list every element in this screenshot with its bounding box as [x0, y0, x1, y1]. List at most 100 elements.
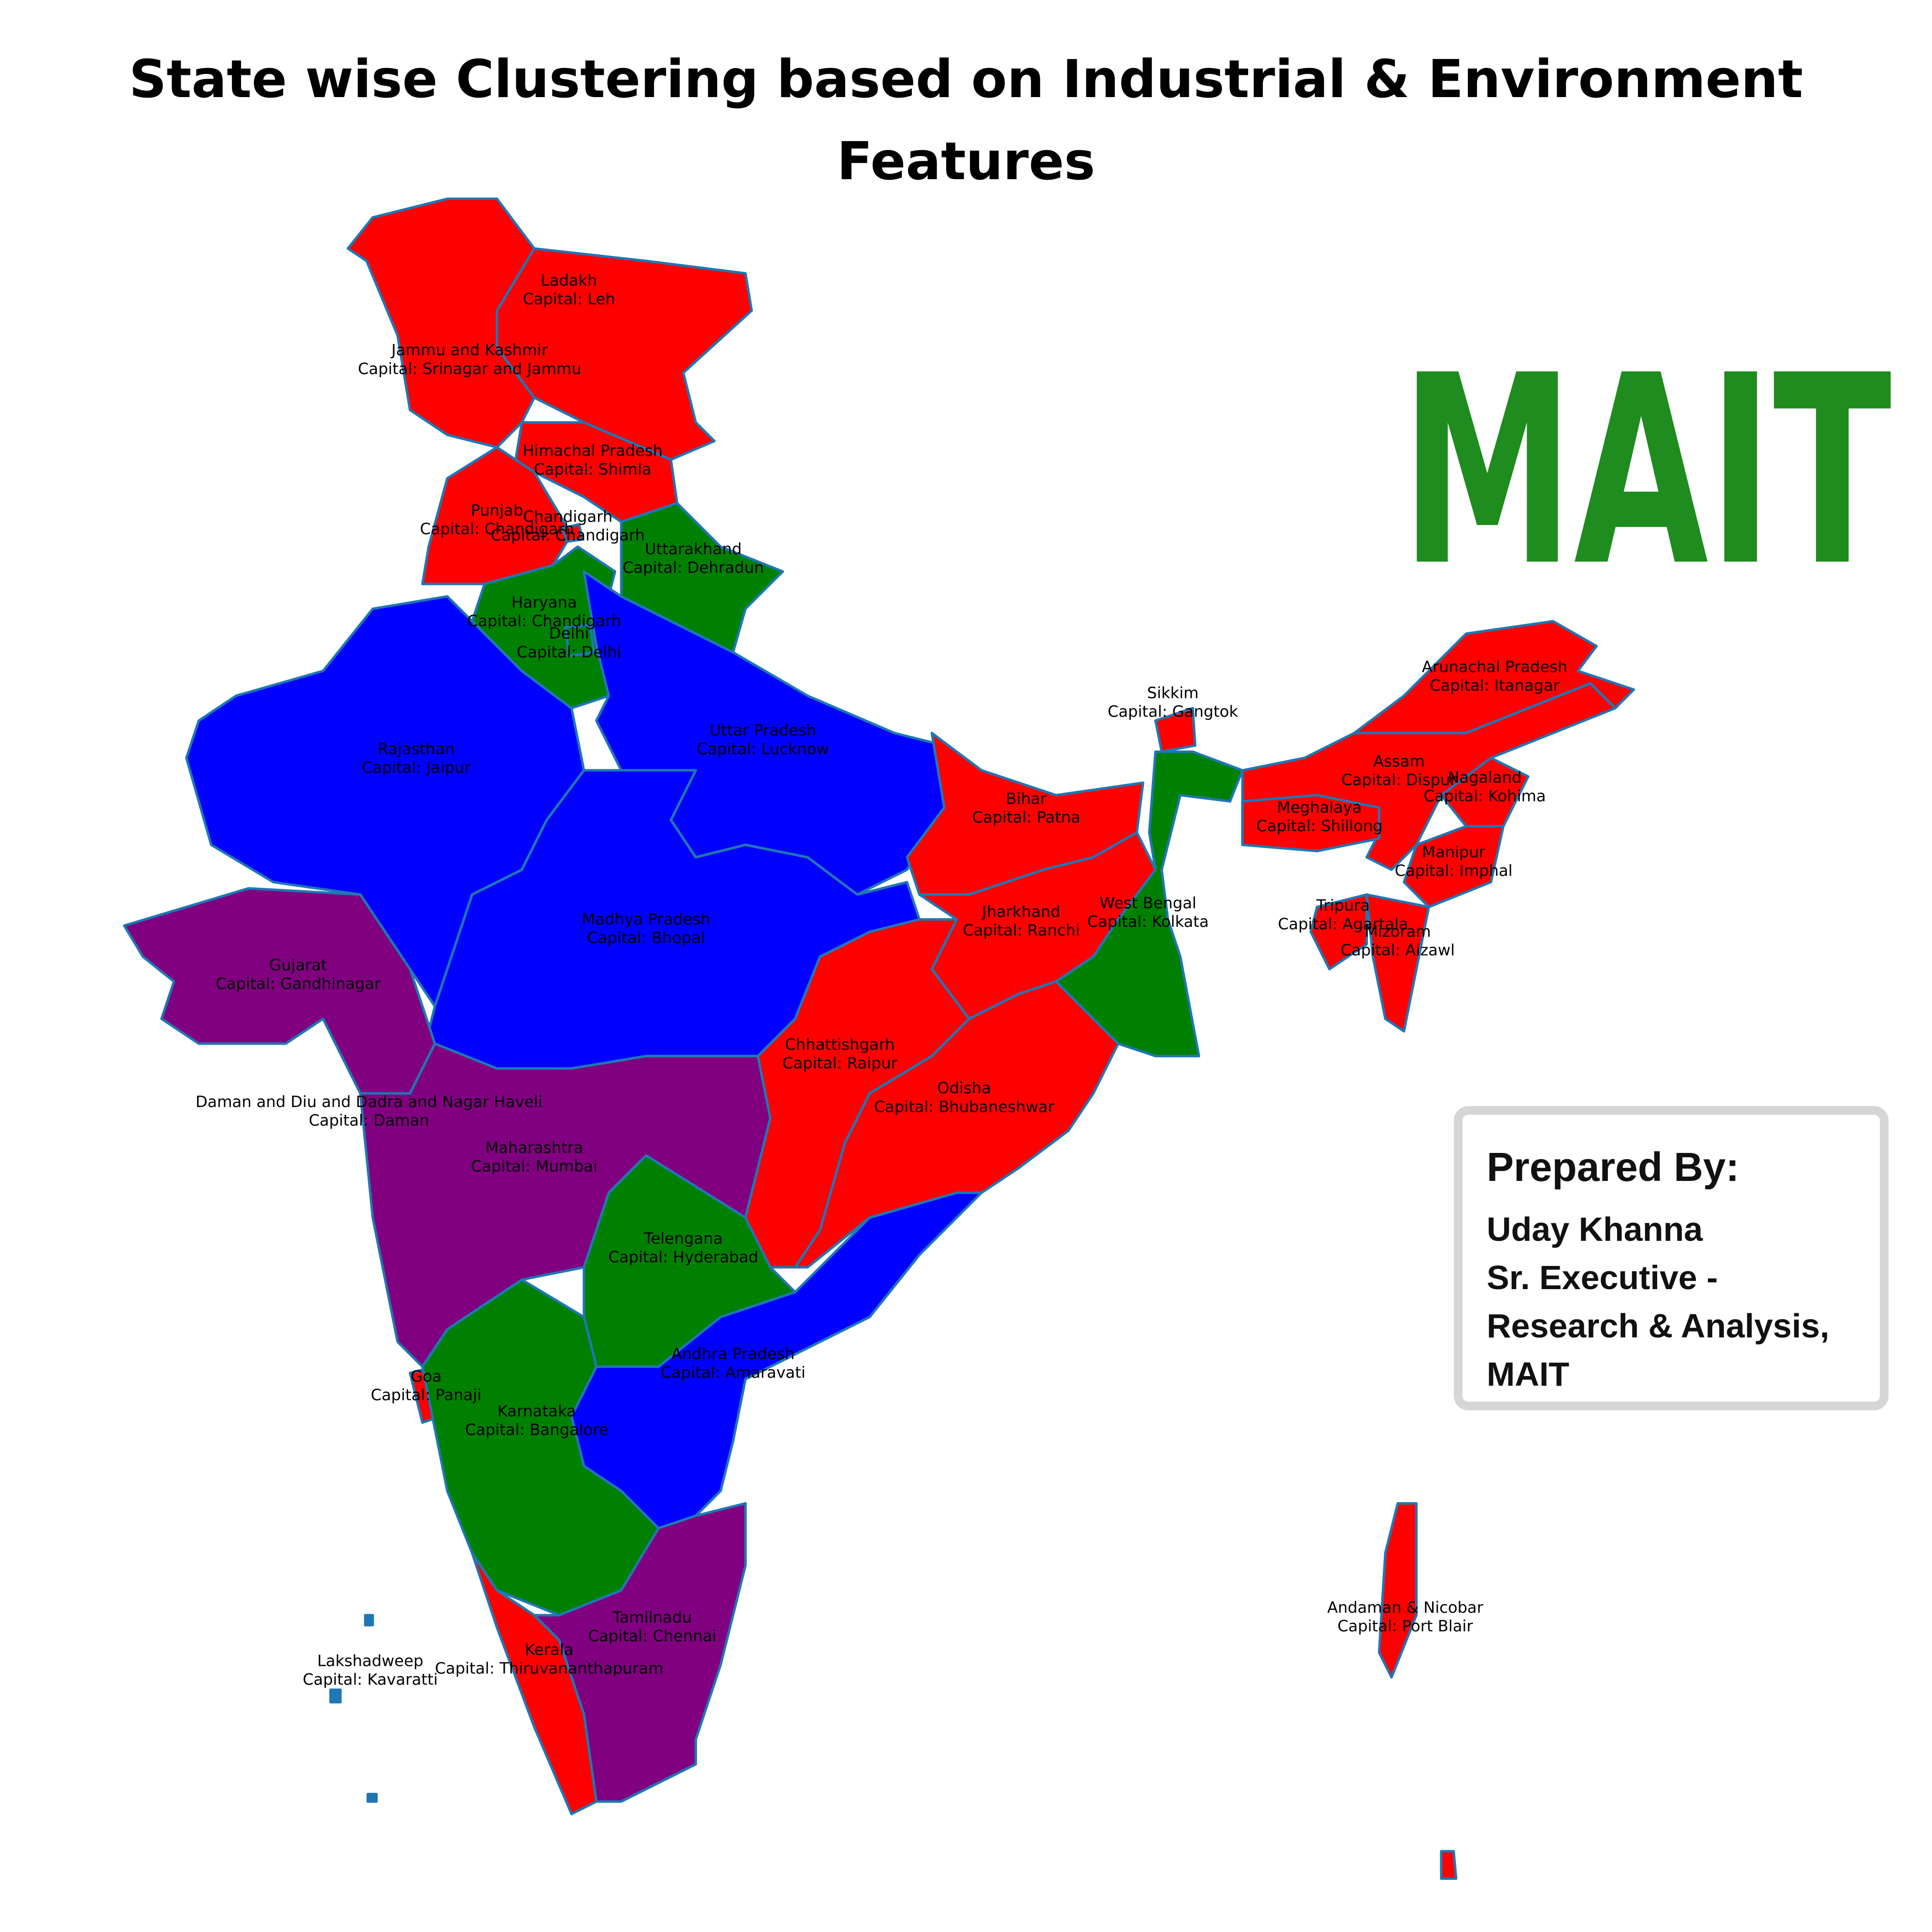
credit-heading: Prepared By:	[1487, 1144, 1739, 1190]
state-capital: Capital: Bhopal	[587, 928, 705, 947]
state-capital: Capital: Aizawl	[1341, 941, 1455, 959]
state-shapes	[123, 198, 1635, 1880]
state-name: Ladakh	[541, 271, 597, 290]
state-shape	[1378, 1502, 1418, 1679]
state-name: Nagaland	[1448, 768, 1521, 787]
state-name: Jharkhand	[981, 902, 1060, 921]
state-capital: Capital: Bhubaneshwar	[874, 1097, 1055, 1116]
state-shape	[1241, 794, 1380, 852]
state-capital: Capital: Hyderabad	[609, 1248, 759, 1266]
state-shape	[561, 523, 584, 543]
state-capital: Capital: Shimla	[534, 460, 651, 479]
state-shape	[364, 1614, 374, 1627]
credit-line: Research & Analysis,	[1487, 1307, 1830, 1345]
state-capital: Capital: Mumbai	[471, 1157, 597, 1176]
state-shape	[1309, 893, 1368, 971]
state-capital: Capital: Dehradun	[623, 558, 764, 577]
state-name: Lakshadweep	[317, 1652, 424, 1670]
state-name: Kerala	[525, 1640, 574, 1659]
state-name: Chhattishgarh	[785, 1036, 895, 1054]
state-name: Mizoram	[1364, 923, 1431, 941]
state-name: Rajasthan	[378, 739, 455, 758]
state-capital: Capital: Imphal	[1395, 862, 1513, 880]
state-capital: Capital: Raipur	[782, 1054, 898, 1072]
state-capital: Capital: Jaipur	[362, 758, 471, 777]
state-shape	[421, 1278, 660, 1617]
state-capital: Capital: Dispur	[1341, 771, 1457, 789]
state-capital: Capital: Gangtok	[1108, 702, 1238, 721]
state-name: Madhya Pradesh	[582, 910, 710, 928]
state-name: Maharashtra	[485, 1138, 583, 1157]
credit-line: Sr. Executive -	[1487, 1259, 1718, 1296]
state-shape	[346, 198, 536, 449]
state-capital: Capital: Lucknow	[696, 739, 829, 758]
state-name: Daman and Diu and Dadra and Nagar Haveli	[196, 1093, 542, 1111]
state-capital: Capital: Kolkata	[1087, 912, 1209, 931]
state-capital: Capital: Patna	[972, 808, 1080, 826]
state-name: Tamilnadu	[612, 1608, 692, 1626]
state-capital: Capital: Kohima	[1423, 787, 1546, 805]
state-capital: Capital: Itanagar	[1430, 676, 1560, 695]
state-capital: Capital: Daman	[309, 1111, 429, 1130]
state-name: Gujarat	[270, 956, 327, 974]
state-shape	[1365, 893, 1430, 1033]
state-name: Himachal Pradesh	[523, 441, 663, 460]
state-capital: Capital: Delhi	[517, 643, 622, 661]
state-capital: Capital: Amaravati	[661, 1364, 806, 1382]
state-shape	[1403, 825, 1505, 909]
map-title: State wise Clustering based on Industria…	[129, 49, 1803, 192]
state-name: Arunachal Pradesh	[1422, 658, 1568, 676]
state-capital: Capital: Bangalore	[465, 1421, 609, 1439]
credit-line: MAIT	[1487, 1355, 1570, 1393]
state-capital: Capital: Thiruvananthapuram	[435, 1659, 663, 1677]
state-name: Punjab	[471, 501, 524, 520]
state-name: Chandigarh	[523, 507, 612, 526]
state-shape	[564, 624, 596, 657]
state-name: Meghalaya	[1277, 798, 1362, 816]
state-capital: Capital: Agartala	[1278, 915, 1408, 933]
state-name: Karnataka	[497, 1402, 576, 1420]
state-shape	[1054, 750, 1244, 1058]
state-capital: Capital: Gandhinagar	[215, 975, 381, 993]
state-capital: Capital: Panaji	[371, 1386, 482, 1404]
state-capital: Capital: Chandigarh	[467, 611, 621, 630]
state-name: Odisha	[937, 1079, 991, 1097]
state-capital: Capital: Kavaratti	[303, 1670, 438, 1689]
state-name: Andaman & Nicobar	[1327, 1598, 1484, 1617]
state-name: Uttarakhand	[645, 540, 742, 558]
state-name: Manipur	[1422, 843, 1485, 861]
state-shape	[366, 1792, 378, 1803]
state-name: Telengana	[643, 1229, 723, 1248]
state-capital: Capital: Chandigarh	[420, 520, 574, 538]
state-name: Bihar	[1006, 789, 1047, 808]
state-name: Jammu and Kashmir	[390, 341, 548, 359]
state-capital: Capital: Ranchi	[963, 921, 1080, 939]
state-shape	[470, 1551, 598, 1816]
state-name: Delhi	[549, 624, 589, 642]
state-shape	[421, 446, 573, 585]
state-shape	[1440, 1850, 1458, 1880]
state-capital: Capital: Chandigarh	[491, 526, 645, 544]
state-name: Tripura	[1316, 896, 1370, 915]
credit-box: Prepared By: Uday Khanna Sr. Executive -…	[1454, 1106, 1889, 1410]
state-capital: Capital: Port Blair	[1337, 1617, 1473, 1635]
state-name: West Bengal	[1100, 894, 1196, 912]
state-name: Uttar Pradesh	[710, 721, 816, 739]
state-name: Haryana	[511, 593, 577, 611]
state-name: Sikkim	[1147, 684, 1199, 702]
state-name: Goa	[411, 1367, 441, 1385]
credit-line: Uday Khanna	[1487, 1210, 1703, 1248]
state-shape	[329, 1688, 342, 1704]
logo: MAIT	[1401, 320, 1892, 624]
state-name: Andhra Pradesh	[671, 1345, 795, 1363]
state-capital: Capital: Shillong	[1256, 817, 1383, 835]
state-shape	[123, 887, 436, 1120]
state-shape	[794, 980, 1120, 1269]
state-capital: Capital: Leh	[523, 290, 615, 308]
state-capital: Capital: Srinagar and Jammu	[358, 359, 582, 378]
state-shape	[1154, 707, 1197, 753]
state-capital: Capital: Chennai	[588, 1627, 717, 1645]
